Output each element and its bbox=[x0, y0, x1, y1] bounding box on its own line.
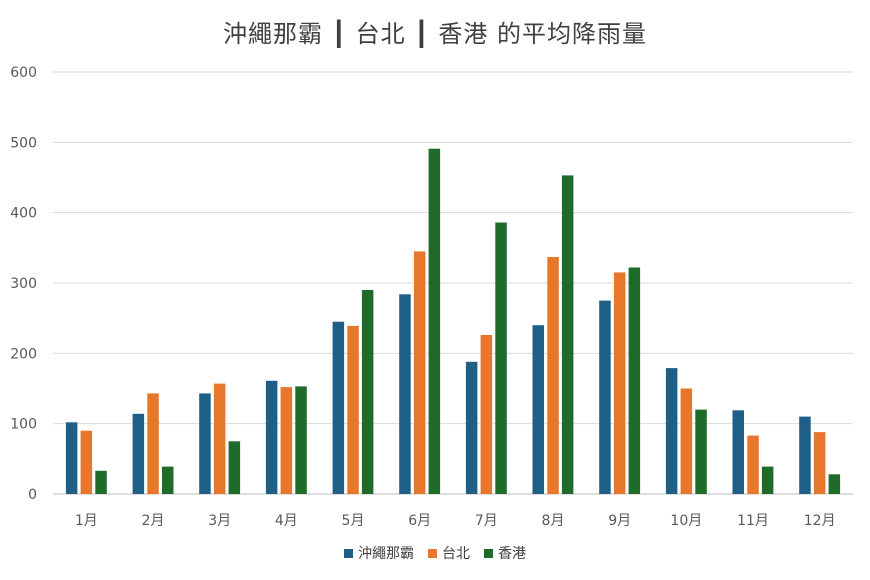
bar bbox=[747, 435, 759, 494]
x-tick-label: 11月 bbox=[737, 513, 769, 529]
bar bbox=[147, 393, 159, 494]
y-tick-label: 400 bbox=[10, 206, 37, 222]
legend-swatch bbox=[428, 548, 437, 558]
bar bbox=[280, 387, 293, 494]
y-tick-label: 100 bbox=[10, 417, 37, 433]
bar bbox=[265, 380, 278, 494]
bar bbox=[413, 251, 426, 494]
bar bbox=[428, 148, 441, 494]
bar bbox=[732, 410, 744, 494]
legend: 沖繩那霸 台北 香港 bbox=[0, 543, 870, 563]
y-axis-ticks: 0 100 200 300 400 500 600 bbox=[10, 65, 37, 503]
x-tick-label: 5月 bbox=[342, 513, 365, 529]
x-tick-label: 9月 bbox=[608, 513, 631, 529]
bar bbox=[695, 409, 707, 494]
chart-title: 沖繩那霸 ┃ 台北 ┃ 香港 的平均降雨量 bbox=[222, 20, 648, 48]
bar bbox=[813, 432, 826, 494]
bar bbox=[213, 383, 226, 494]
x-tick-label: 3月 bbox=[208, 513, 231, 529]
bar bbox=[665, 368, 678, 494]
bar bbox=[95, 470, 107, 494]
bar bbox=[599, 300, 611, 494]
y-tick-label: 500 bbox=[10, 135, 37, 151]
bar bbox=[80, 430, 93, 494]
bar bbox=[162, 466, 174, 494]
bar bbox=[399, 294, 411, 494]
legend-swatch bbox=[344, 548, 353, 558]
x-axis-ticks: 1月 2月 3月 4月 5月 6月 7月 8月 9月 10月 11月 12月 bbox=[75, 513, 836, 529]
bar bbox=[613, 272, 626, 494]
legend-item: 台北 bbox=[428, 543, 470, 563]
x-tick-label: 7月 bbox=[475, 513, 498, 529]
bar bbox=[332, 321, 345, 494]
x-tick-label: 4月 bbox=[275, 513, 298, 529]
y-tick-label: 200 bbox=[10, 346, 37, 362]
bar bbox=[480, 335, 493, 494]
bar bbox=[680, 388, 693, 494]
bar bbox=[761, 466, 774, 494]
bar bbox=[532, 325, 544, 494]
legend-item: 沖繩那霸 bbox=[344, 543, 414, 563]
bar bbox=[132, 413, 145, 494]
legend-swatch bbox=[484, 548, 493, 558]
gridlines bbox=[53, 71, 853, 495]
bar bbox=[295, 386, 307, 494]
bar bbox=[828, 474, 841, 494]
x-tick-label: 6月 bbox=[408, 513, 431, 529]
y-tick-label: 0 bbox=[28, 487, 37, 503]
x-tick-label: 8月 bbox=[542, 513, 565, 529]
y-tick-label: 600 bbox=[10, 65, 37, 81]
bars bbox=[65, 148, 841, 495]
legend-label: 沖繩那霸 bbox=[358, 546, 414, 562]
bar bbox=[561, 175, 574, 494]
bar bbox=[465, 361, 478, 494]
bar bbox=[799, 416, 811, 494]
bar bbox=[361, 290, 374, 494]
bar bbox=[199, 393, 211, 494]
bar bbox=[347, 325, 359, 494]
x-tick-label: 1月 bbox=[75, 513, 98, 529]
bar bbox=[495, 222, 507, 494]
bar bbox=[228, 441, 241, 495]
x-tick-label: 10月 bbox=[670, 513, 702, 529]
legend-label: 台北 bbox=[442, 546, 470, 562]
bar bbox=[65, 422, 78, 494]
y-tick-label: 300 bbox=[10, 276, 37, 292]
bar bbox=[547, 257, 559, 494]
legend-label: 香港 bbox=[498, 546, 526, 562]
x-tick-label: 12月 bbox=[804, 513, 836, 529]
legend-item: 香港 bbox=[484, 543, 526, 563]
bar bbox=[628, 267, 641, 494]
x-tick-label: 2月 bbox=[142, 513, 165, 529]
